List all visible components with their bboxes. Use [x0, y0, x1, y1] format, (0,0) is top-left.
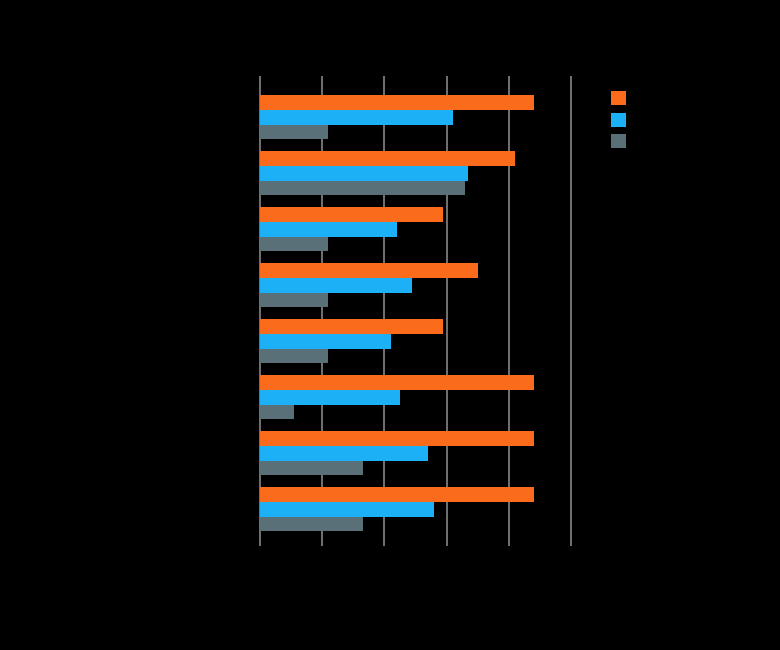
bar-series-orange-group-5: [260, 319, 444, 334]
bar-series-gray-group-3: [260, 236, 329, 252]
bar-series-gray-group-6: [260, 404, 295, 420]
bar-series-gray-group-1: [260, 124, 329, 140]
gridline-x-20: [383, 76, 386, 546]
bar-series-blue-group-6: [260, 389, 400, 405]
bar-series-blue-group-3: [260, 221, 397, 237]
bar-series-blue-group-7: [260, 445, 428, 461]
bar-series-blue-group-1: [260, 109, 453, 125]
gridline-x-0: [259, 76, 261, 546]
bar-series-orange-group-1: [260, 95, 534, 110]
bar-series-blue-group-8: [260, 501, 435, 517]
legend-swatch-orange: [611, 91, 626, 105]
bar-series-gray-group-2: [260, 180, 466, 196]
bar-series-orange-group-2: [260, 151, 516, 166]
bar-series-orange-group-3: [260, 207, 444, 222]
bar-series-orange-group-4: [260, 263, 478, 278]
legend-swatch-blue: [611, 112, 626, 127]
bar-series-blue-group-2: [260, 165, 469, 181]
legend: [611, 91, 626, 151]
gridline-x-50: [570, 76, 572, 546]
gridline-x-30: [445, 76, 448, 546]
gridline-x-10: [321, 76, 324, 546]
bar-series-gray-group-8: [260, 516, 363, 532]
bar-series-gray-group-7: [260, 460, 363, 476]
gridline-x-40: [507, 76, 510, 546]
bar-series-gray-group-4: [260, 292, 329, 308]
bar-series-blue-group-5: [260, 333, 391, 349]
bar-series-blue-group-4: [260, 277, 413, 293]
bar-series-orange-group-6: [260, 375, 534, 390]
legend-swatch-gray: [611, 134, 626, 148]
bar-series-orange-group-8: [260, 487, 534, 502]
bar-series-orange-group-7: [260, 431, 534, 446]
bar-series-gray-group-5: [260, 348, 329, 364]
plot-area: [259, 76, 572, 546]
